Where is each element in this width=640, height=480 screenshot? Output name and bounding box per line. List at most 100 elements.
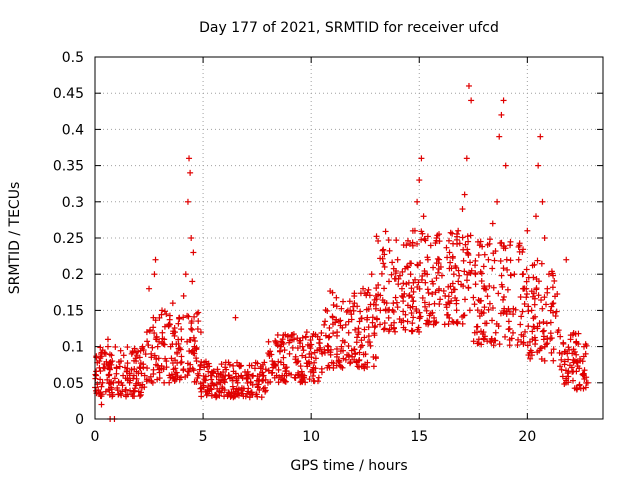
data-point [468, 97, 475, 104]
data-point [372, 355, 379, 362]
data-point [262, 366, 269, 373]
data-point [213, 394, 220, 401]
data-point [252, 359, 259, 366]
data-point [247, 379, 254, 386]
data-point [524, 342, 531, 349]
data-point [579, 358, 586, 365]
data-point [97, 355, 104, 362]
data-point [195, 309, 202, 316]
data-point [316, 336, 323, 343]
data-point [453, 236, 460, 243]
data-point [299, 352, 306, 359]
data-point [185, 313, 192, 320]
data-point [275, 379, 282, 386]
data-point [223, 366, 230, 373]
data-point [424, 317, 431, 324]
data-point [213, 373, 220, 380]
data-point [308, 341, 315, 348]
data-point [342, 356, 349, 363]
data-point [437, 296, 444, 303]
data-point [307, 337, 314, 344]
data-point [449, 318, 456, 325]
data-point [135, 379, 142, 386]
data-point [416, 177, 423, 184]
data-point [572, 330, 579, 337]
data-point [234, 379, 241, 386]
data-point [108, 386, 115, 393]
data-point [539, 198, 546, 205]
data-point [417, 259, 424, 266]
data-point [381, 320, 388, 327]
data-point [259, 369, 266, 376]
data-point [418, 228, 425, 235]
data-point [459, 234, 466, 241]
data-point [315, 374, 322, 381]
data-point [445, 283, 452, 290]
data-point [184, 198, 191, 205]
data-point [135, 388, 142, 395]
data-point [497, 257, 504, 264]
data-point [557, 363, 564, 370]
data-point [130, 375, 137, 382]
data-point [505, 318, 512, 325]
data-point [481, 304, 488, 311]
data-point [521, 300, 528, 307]
data-point [409, 239, 416, 246]
data-point [345, 329, 352, 336]
data-point [391, 275, 398, 282]
data-point [382, 228, 389, 235]
data-point [553, 308, 560, 315]
data-point [159, 340, 166, 347]
data-point [106, 372, 113, 379]
data-point [567, 336, 574, 343]
data-point [388, 271, 395, 278]
data-point [565, 356, 572, 363]
data-point [333, 303, 340, 310]
data-point [368, 271, 375, 278]
data-point [523, 294, 530, 301]
data-point [337, 317, 344, 324]
data-point [377, 321, 384, 328]
data-point [188, 235, 195, 241]
data-point [436, 256, 443, 263]
x-tick-label: 5 [199, 429, 208, 445]
data-point [281, 347, 288, 354]
data-point [581, 375, 588, 382]
data-point [478, 328, 485, 335]
data-point [226, 375, 233, 382]
x-tick-label: 10 [302, 429, 320, 445]
data-point [540, 327, 547, 334]
data-point [151, 352, 158, 359]
chart-title: Day 177 of 2021, SRMTID for receiver ufc… [199, 20, 499, 36]
data-point [423, 307, 430, 314]
data-point [400, 298, 407, 305]
data-point [128, 366, 135, 373]
data-point [265, 338, 272, 345]
data-point [436, 238, 443, 245]
data-point [360, 285, 367, 292]
data-point [523, 278, 530, 285]
data-point [333, 316, 340, 323]
data-point [539, 305, 546, 312]
data-point [489, 220, 496, 227]
data-point [344, 351, 351, 358]
data-point [134, 348, 141, 355]
data-point [137, 391, 144, 398]
data-point [329, 314, 336, 321]
data-point [215, 370, 222, 377]
data-point [348, 316, 355, 323]
data-point [194, 326, 201, 333]
data-point [433, 260, 440, 267]
data-point [515, 336, 522, 343]
data-point [371, 330, 378, 337]
data-point [401, 290, 408, 297]
data-point [291, 374, 298, 381]
data-point [99, 379, 106, 386]
data-point [414, 198, 421, 205]
data-point [244, 368, 251, 375]
data-point [120, 372, 127, 379]
data-point [153, 334, 160, 341]
data-point [539, 328, 546, 335]
data-point [422, 237, 429, 244]
data-point [214, 366, 221, 373]
